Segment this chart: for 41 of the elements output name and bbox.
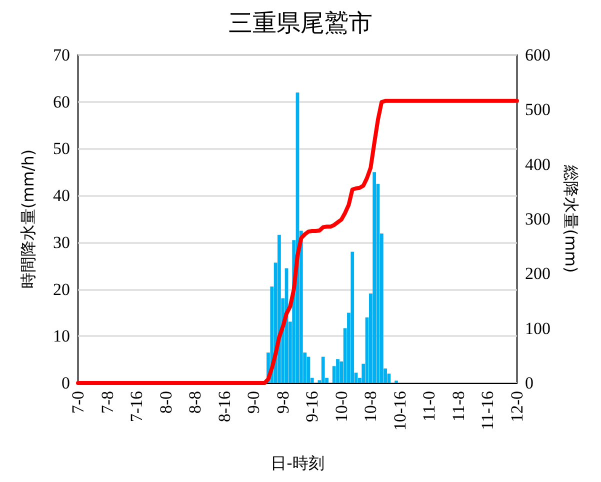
bar [321,356,325,383]
x-tick-label: 11-0 [420,391,439,422]
x-tick-label: 10-0 [332,391,351,422]
bar [336,359,340,383]
y2-tick-label: 500 [525,100,550,120]
bar [350,252,354,383]
y2-tick-label: 0 [525,374,534,392]
x-tick-label: 9-0 [244,391,264,414]
y2-tick-label: 600 [525,46,550,64]
bar [372,172,376,383]
x-tick-label: 8-0 [156,391,176,414]
x-tick-label: 7-16 [127,391,146,422]
y-tick-label: 50 [53,139,70,158]
y-tick-label: 40 [53,186,70,206]
x-tick-label: 10-16 [390,391,410,431]
y2-axis-title: 総降水量(mm) [562,164,580,273]
x-tick-label: 8-16 [214,391,234,422]
y-tick-label: 70 [53,46,70,64]
x-tick-label: 7-0 [68,391,88,414]
x-tick-label: 11-8 [448,391,468,422]
chart-title: 三重県尾鷲市 [228,9,372,37]
y-tick-label: 10 [53,326,70,346]
x-tick-label: 9-8 [273,391,292,414]
x-tick-label: 9-16 [302,391,322,422]
y-tick-label: 0 [62,374,70,392]
y2-tick-label: 300 [525,210,550,228]
x-tick-label: 11-16 [478,391,498,430]
y-tick-label: 20 [53,280,70,299]
bar [278,234,281,383]
x-tick-label: 10-8 [361,391,380,422]
x-tick-label: 8-8 [186,391,205,414]
x-axis-title: 日-時刻 [270,454,324,472]
y2-tick-label: 100 [525,318,550,338]
x-tick-label: 7-8 [98,391,117,414]
y-axis-title: 時間降水量(mm/h) [18,149,38,289]
y2-tick-label: 200 [525,264,550,284]
y-tick-label: 30 [53,232,70,252]
y-tick-label: 60 [53,92,70,112]
y2-tick-label: 400 [525,154,550,174]
x-tick-label: 12-0 [508,391,526,422]
line-series [76,98,519,385]
